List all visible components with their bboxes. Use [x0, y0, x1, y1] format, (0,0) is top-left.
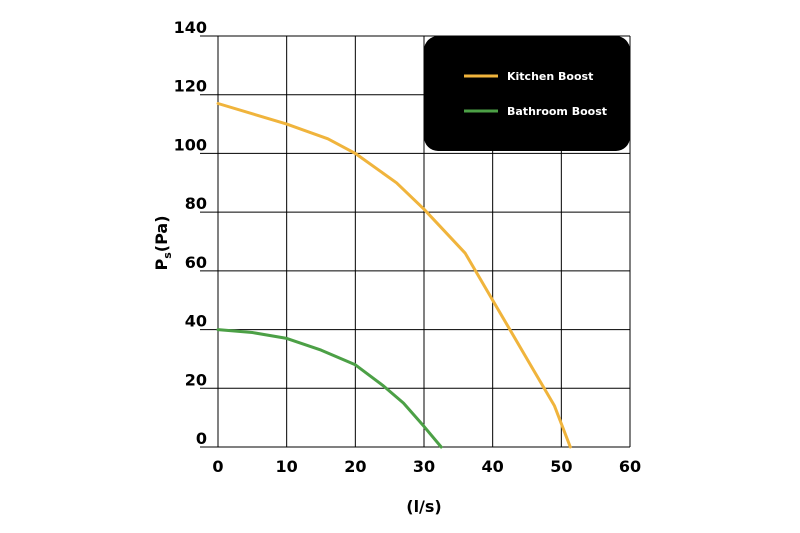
x-tick-label: 30 — [413, 457, 435, 476]
y-tick-label: 100 — [174, 135, 207, 154]
legend-label: Bathroom Boost — [507, 105, 607, 118]
x-tick-label: 10 — [276, 457, 298, 476]
y-axis-title-subscript: s — [161, 252, 174, 259]
legend-background — [424, 36, 630, 151]
y-axis-title-main: P — [152, 259, 171, 271]
x-tick-label: 0 — [212, 457, 223, 476]
series-layer — [216, 102, 572, 449]
x-tick-label: 20 — [344, 457, 366, 476]
svg-text:Ps(Pa): Ps(Pa) — [152, 215, 174, 270]
y-tick-label: 120 — [174, 77, 207, 96]
y-tick-label: 40 — [185, 312, 207, 331]
x-tick-labels: 0 10 20 30 40 50 60 — [212, 457, 641, 476]
y-tick-labels: 0 20 40 60 80 100 120 140 — [174, 18, 207, 448]
y-tick-label: 0 — [196, 429, 207, 448]
series-line — [216, 102, 572, 449]
x-axis-title: (l/s) — [406, 497, 441, 516]
legend-label: Kitchen Boost — [507, 70, 593, 83]
y-tick-label: 80 — [185, 194, 207, 213]
y-tick-label: 20 — [185, 370, 207, 389]
x-tick-label: 40 — [482, 457, 504, 476]
y-axis-title-unit: (Pa) — [152, 215, 171, 252]
y-tick-label: 60 — [185, 253, 207, 272]
legend: Kitchen Boost Bathroom Boost — [424, 36, 630, 151]
y-tick-label: 140 — [174, 18, 207, 37]
series-line — [216, 328, 443, 449]
x-tick-label: 60 — [619, 457, 641, 476]
x-tick-label: 50 — [550, 457, 572, 476]
y-axis-title: Ps(Pa) — [152, 215, 174, 270]
